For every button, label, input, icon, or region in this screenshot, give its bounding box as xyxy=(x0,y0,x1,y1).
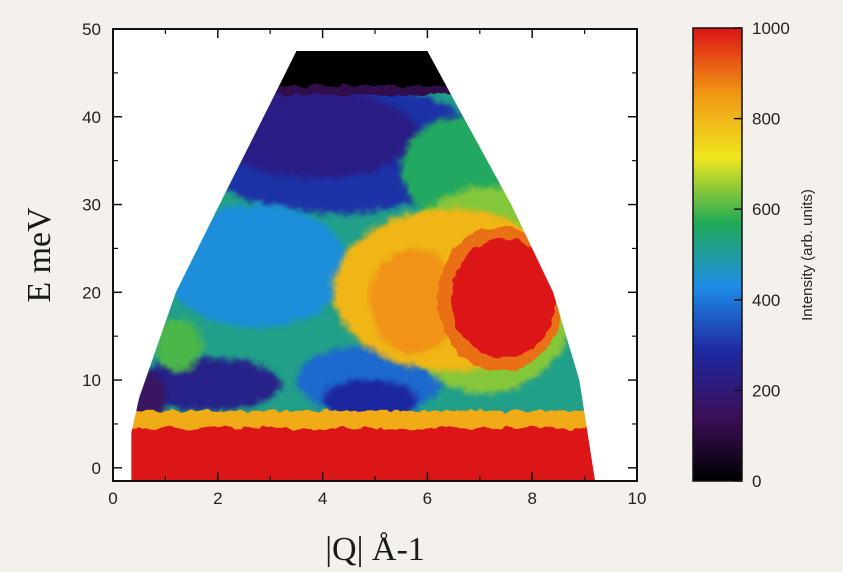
left-cyan-zone xyxy=(165,204,349,328)
y-axis-ticks: 0 10 20 30 40 50 xyxy=(82,20,637,478)
y-tick-label: 40 xyxy=(82,108,101,127)
excitation-red-core xyxy=(450,237,556,359)
y-tick-label: 30 xyxy=(82,196,101,215)
colorbar-tick-label: 1000 xyxy=(752,19,790,38)
elastic-red-line xyxy=(131,428,596,481)
y-tick-label: 10 xyxy=(82,371,101,390)
low-q-green-spot xyxy=(154,318,203,372)
x-tick-label: 6 xyxy=(423,489,432,508)
y-tick-label: 0 xyxy=(92,459,101,478)
y-tick-label: 20 xyxy=(82,283,101,302)
upper-dark-blue-zone xyxy=(217,90,417,179)
top-magenta-edge xyxy=(270,86,480,95)
low-mid-blue-patch xyxy=(322,380,417,420)
x-axis-label-text: |Q| Å-1 xyxy=(325,531,425,568)
y-axis-label-text: E meV xyxy=(21,207,58,303)
colorbar: 0 200 400 600 800 1000 Intensity (arb. units) xyxy=(692,19,816,491)
low-q-blue-band xyxy=(133,358,281,411)
colorbar-tick-label: 800 xyxy=(752,110,780,129)
colorbar-ticks: 0 200 400 600 800 1000 xyxy=(734,19,790,491)
x-tick-label: 10 xyxy=(628,489,647,508)
colorbar-label: Intensity (arb. units) xyxy=(799,189,816,321)
x-tick-label: 2 xyxy=(213,489,222,508)
colorbar-tick-label: 0 xyxy=(752,472,761,491)
x-axis-ticks: 0 2 4 6 8 10 xyxy=(108,29,646,508)
colorbar-body xyxy=(692,27,743,482)
y-axis-title: E meV xyxy=(21,207,58,303)
colorbar-tick-label: 400 xyxy=(752,291,780,310)
colorbar-tick-label: 200 xyxy=(752,381,780,400)
excitation-yellow-core xyxy=(369,248,459,354)
x-tick-label: 0 xyxy=(108,489,117,508)
y-tick-label: 50 xyxy=(82,20,101,39)
colorbar-tick-label: 600 xyxy=(752,200,780,219)
x-tick-label: 8 xyxy=(527,489,536,508)
x-axis-title: |Q| Å-1 xyxy=(325,531,425,568)
x-tick-label: 4 xyxy=(318,489,327,508)
